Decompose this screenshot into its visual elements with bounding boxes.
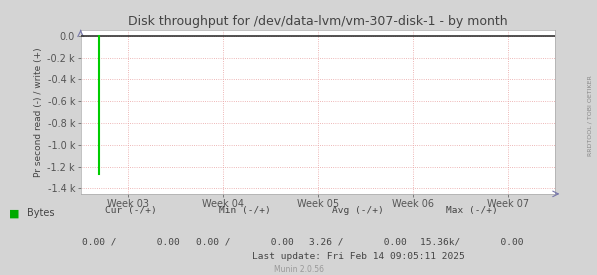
Text: Min (-/+): Min (-/+): [219, 206, 270, 215]
Text: 15.36k/       0.00: 15.36k/ 0.00: [420, 238, 524, 247]
Text: 3.26 /       0.00: 3.26 / 0.00: [309, 238, 407, 247]
Y-axis label: Pr second read (-) / write (+): Pr second read (-) / write (+): [34, 47, 43, 177]
Text: Cur (-/+): Cur (-/+): [106, 206, 157, 215]
Text: ■: ■: [9, 208, 20, 218]
Text: 0.00 /       0.00: 0.00 / 0.00: [196, 238, 294, 247]
Text: RRDTOOL / TOBI OETIKER: RRDTOOL / TOBI OETIKER: [588, 75, 593, 156]
Text: Max (-/+): Max (-/+): [446, 206, 497, 215]
Text: Avg (-/+): Avg (-/+): [333, 206, 384, 215]
Text: 0.00 /       0.00: 0.00 / 0.00: [82, 238, 180, 247]
Title: Disk throughput for /dev/data-lvm/vm-307-disk-1 - by month: Disk throughput for /dev/data-lvm/vm-307…: [128, 15, 507, 28]
Text: Last update: Fri Feb 14 09:05:11 2025: Last update: Fri Feb 14 09:05:11 2025: [252, 252, 464, 261]
Text: Bytes: Bytes: [27, 208, 54, 218]
Text: Munin 2.0.56: Munin 2.0.56: [273, 265, 324, 274]
